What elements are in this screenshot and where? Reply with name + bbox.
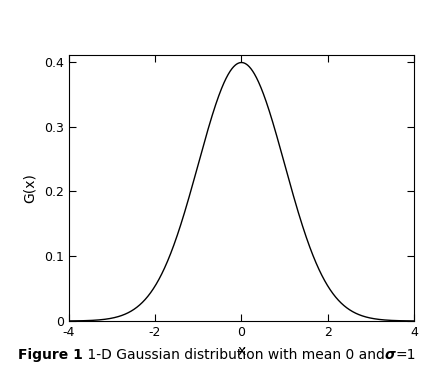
Text: =1: =1	[395, 348, 416, 362]
Text: Figure 1: Figure 1	[18, 348, 82, 362]
Text: σ: σ	[385, 348, 395, 362]
Text: 1-D Gaussian distribution with mean 0 and: 1-D Gaussian distribution with mean 0 an…	[82, 348, 385, 362]
Y-axis label: G(x): G(x)	[23, 173, 37, 203]
X-axis label: x: x	[237, 344, 245, 358]
